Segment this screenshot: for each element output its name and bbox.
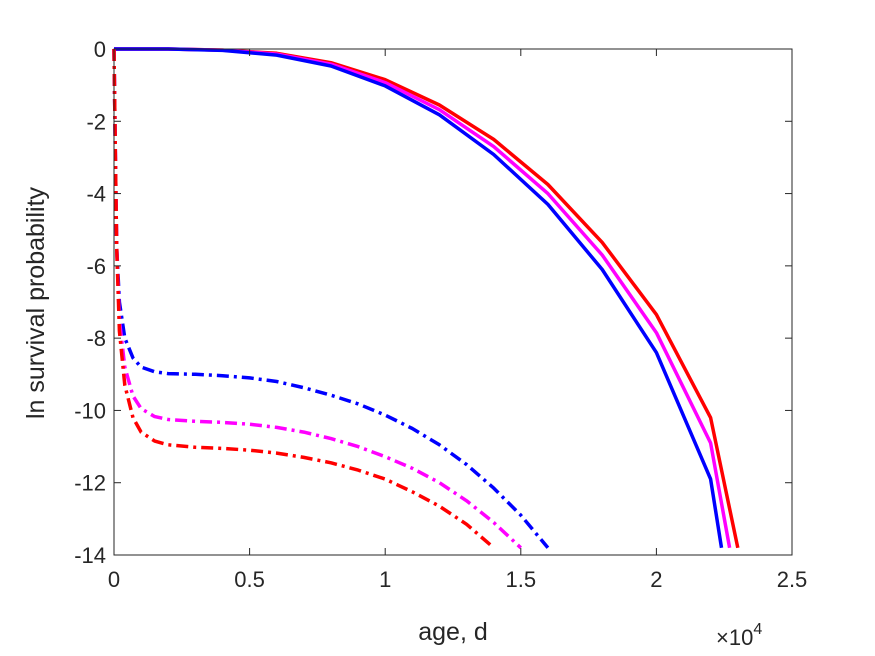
series-line-1 [114, 47, 740, 549]
series-layer [112, 47, 740, 550]
x-tick-label: 0.5 [234, 567, 265, 592]
y-tick-label: -6 [86, 254, 106, 279]
series-line-3 [114, 47, 724, 549]
x-exponent-label: ×104 [716, 621, 762, 650]
x-tick-label: 1.5 [506, 567, 537, 592]
axes-layer [113, 48, 793, 556]
x-tick-label: 1 [379, 567, 391, 592]
y-tick-label: -12 [74, 471, 106, 496]
x-tick-label: 2.5 [777, 567, 808, 592]
plot-frame [113, 48, 793, 556]
x-tick-label: 0 [108, 567, 120, 592]
y-tick-label: -8 [86, 326, 106, 351]
x-tick-label: 2 [650, 567, 662, 592]
series-line-4 [112, 48, 550, 549]
y-tick-label: -10 [74, 398, 106, 423]
series-line-6 [112, 48, 495, 550]
ticks-layer: 0 0.5 1 1.5 2 2.5 0 -2 -4 -6 -8 -10 -12 -14 [74, 37, 807, 592]
x-axis-label: age, d [418, 618, 488, 646]
x-exponent-power: 4 [753, 621, 762, 638]
y-axis-label: ln survival probability [22, 186, 50, 419]
y-tick-label: -2 [86, 109, 106, 134]
y-tick-label: -4 [86, 182, 106, 207]
x-exponent-base: ×10 [716, 625, 753, 650]
y-tick-label: 0 [94, 37, 106, 62]
y-tick-label: -14 [74, 543, 106, 568]
